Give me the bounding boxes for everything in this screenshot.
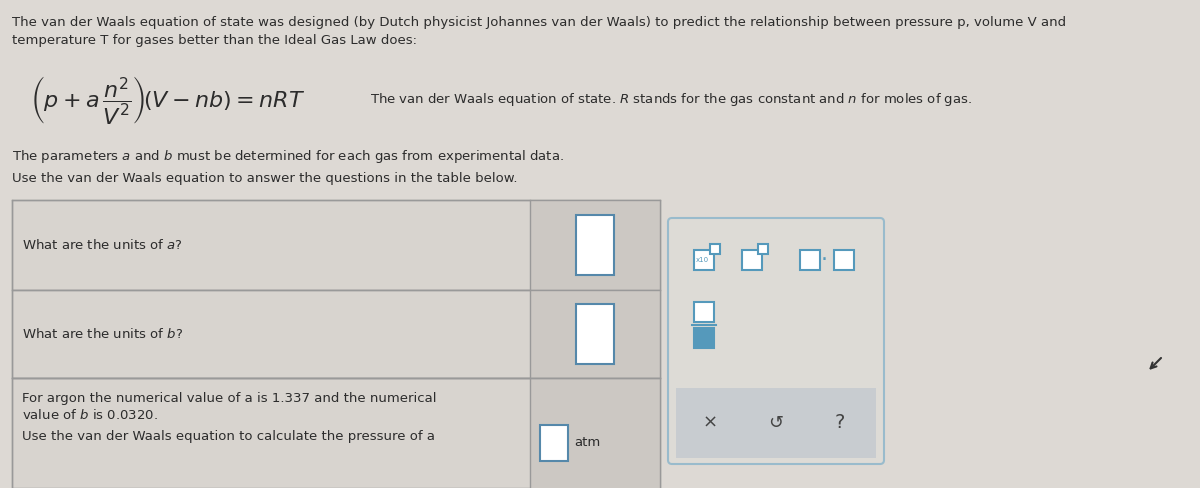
Bar bbox=[676, 388, 876, 458]
Text: ↺: ↺ bbox=[768, 414, 784, 432]
Text: $\left(\mathit{p}+\mathit{a}\,\dfrac{\mathit{n}^{2}}{\mathit{V}^{2}}\right)\!\le: $\left(\mathit{p}+\mathit{a}\,\dfrac{\ma… bbox=[30, 74, 305, 126]
Bar bbox=[758, 244, 768, 254]
Text: ×: × bbox=[702, 414, 718, 432]
Text: x10: x10 bbox=[696, 257, 708, 263]
Text: For argon the numerical value of a is 1.337 and the numerical: For argon the numerical value of a is 1.… bbox=[22, 392, 437, 405]
Bar bbox=[530, 200, 660, 290]
Text: ?: ? bbox=[835, 413, 845, 432]
FancyBboxPatch shape bbox=[668, 218, 884, 464]
Text: Use the van der Waals equation to calculate the pressure of a: Use the van der Waals equation to calcul… bbox=[22, 430, 436, 443]
Text: Use the van der Waals equation to answer the questions in the table below.: Use the van der Waals equation to answer… bbox=[12, 172, 517, 185]
Text: What are the units of $\mathit{a}$?: What are the units of $\mathit{a}$? bbox=[22, 238, 182, 252]
Text: What are the units of $\mathit{b}$?: What are the units of $\mathit{b}$? bbox=[22, 327, 184, 341]
Text: temperature T for gases better than the Ideal Gas Law does:: temperature T for gases better than the … bbox=[12, 34, 418, 47]
Bar bbox=[530, 290, 660, 378]
Bar bbox=[800, 250, 820, 270]
Text: The van der Waals equation of state. $\mathit{R}$ stands for the gas constant an: The van der Waals equation of state. $\m… bbox=[370, 92, 972, 108]
Bar bbox=[540, 425, 568, 461]
Bar bbox=[12, 290, 660, 378]
Bar bbox=[694, 328, 714, 348]
Bar bbox=[576, 215, 614, 275]
Text: ·: · bbox=[821, 250, 828, 270]
Bar bbox=[12, 378, 660, 488]
Bar bbox=[694, 302, 714, 322]
Bar bbox=[12, 200, 660, 290]
Bar bbox=[710, 244, 720, 254]
Bar bbox=[576, 304, 614, 364]
Text: value of $\mathit{b}$ is 0.0320.: value of $\mathit{b}$ is 0.0320. bbox=[22, 408, 158, 422]
Bar bbox=[530, 378, 660, 488]
Bar bbox=[694, 250, 714, 270]
Bar bbox=[834, 250, 854, 270]
Text: The parameters $\mathit{a}$ and $\mathit{b}$ must be determined for each gas fro: The parameters $\mathit{a}$ and $\mathit… bbox=[12, 148, 564, 165]
Text: atm: atm bbox=[574, 436, 600, 449]
Text: The van der Waals equation of state was designed (by Dutch physicist Johannes va: The van der Waals equation of state was … bbox=[12, 16, 1066, 29]
Bar bbox=[742, 250, 762, 270]
